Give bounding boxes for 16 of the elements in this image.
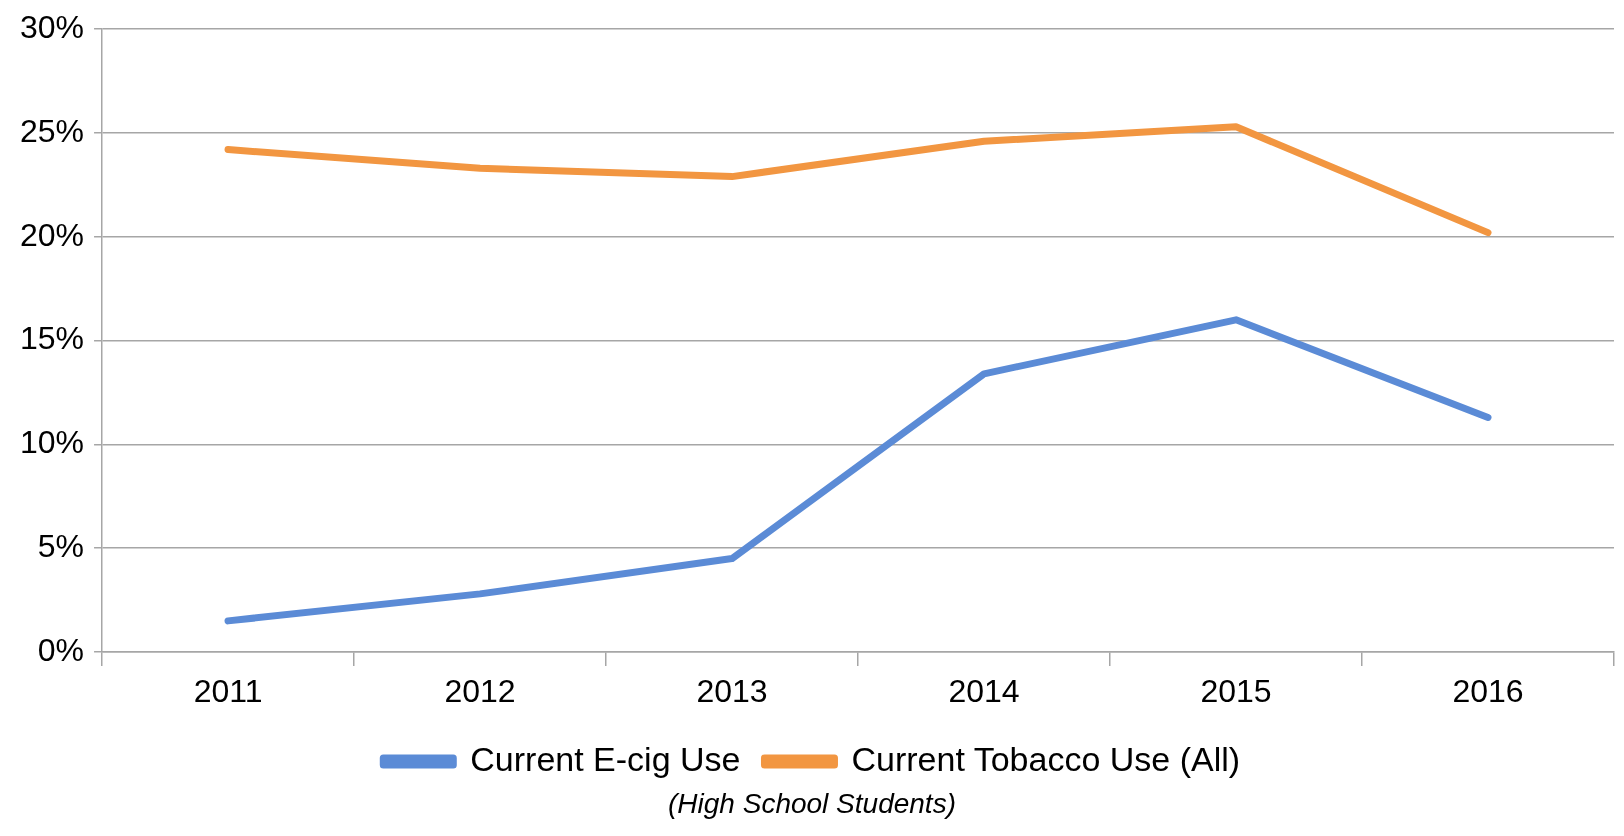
- text: (High School Students): [668, 788, 956, 819]
- legend-label: Current Tobacco Use (All): [851, 739, 1241, 778]
- x-tick-label: 2014: [948, 673, 1020, 710]
- legend-label: Current E-cig Use: [470, 739, 741, 778]
- y-tick-label: 15%: [20, 320, 85, 357]
- y-tick-label: 20%: [20, 216, 85, 253]
- y-tick-label: 10%: [20, 424, 85, 461]
- y-tick-label: 5%: [37, 528, 85, 565]
- x-tick-label: 2016: [1452, 673, 1524, 710]
- x-tick-label: 2011: [193, 673, 263, 710]
- y-tick-label: 0%: [37, 631, 85, 668]
- y-tick-label: 25%: [20, 112, 85, 149]
- x-tick-label: 2015: [1200, 673, 1272, 710]
- x-tick-label: 2013: [696, 673, 768, 710]
- x-tick-label: 2012: [444, 673, 516, 710]
- y-tick-label: 30%: [20, 9, 85, 46]
